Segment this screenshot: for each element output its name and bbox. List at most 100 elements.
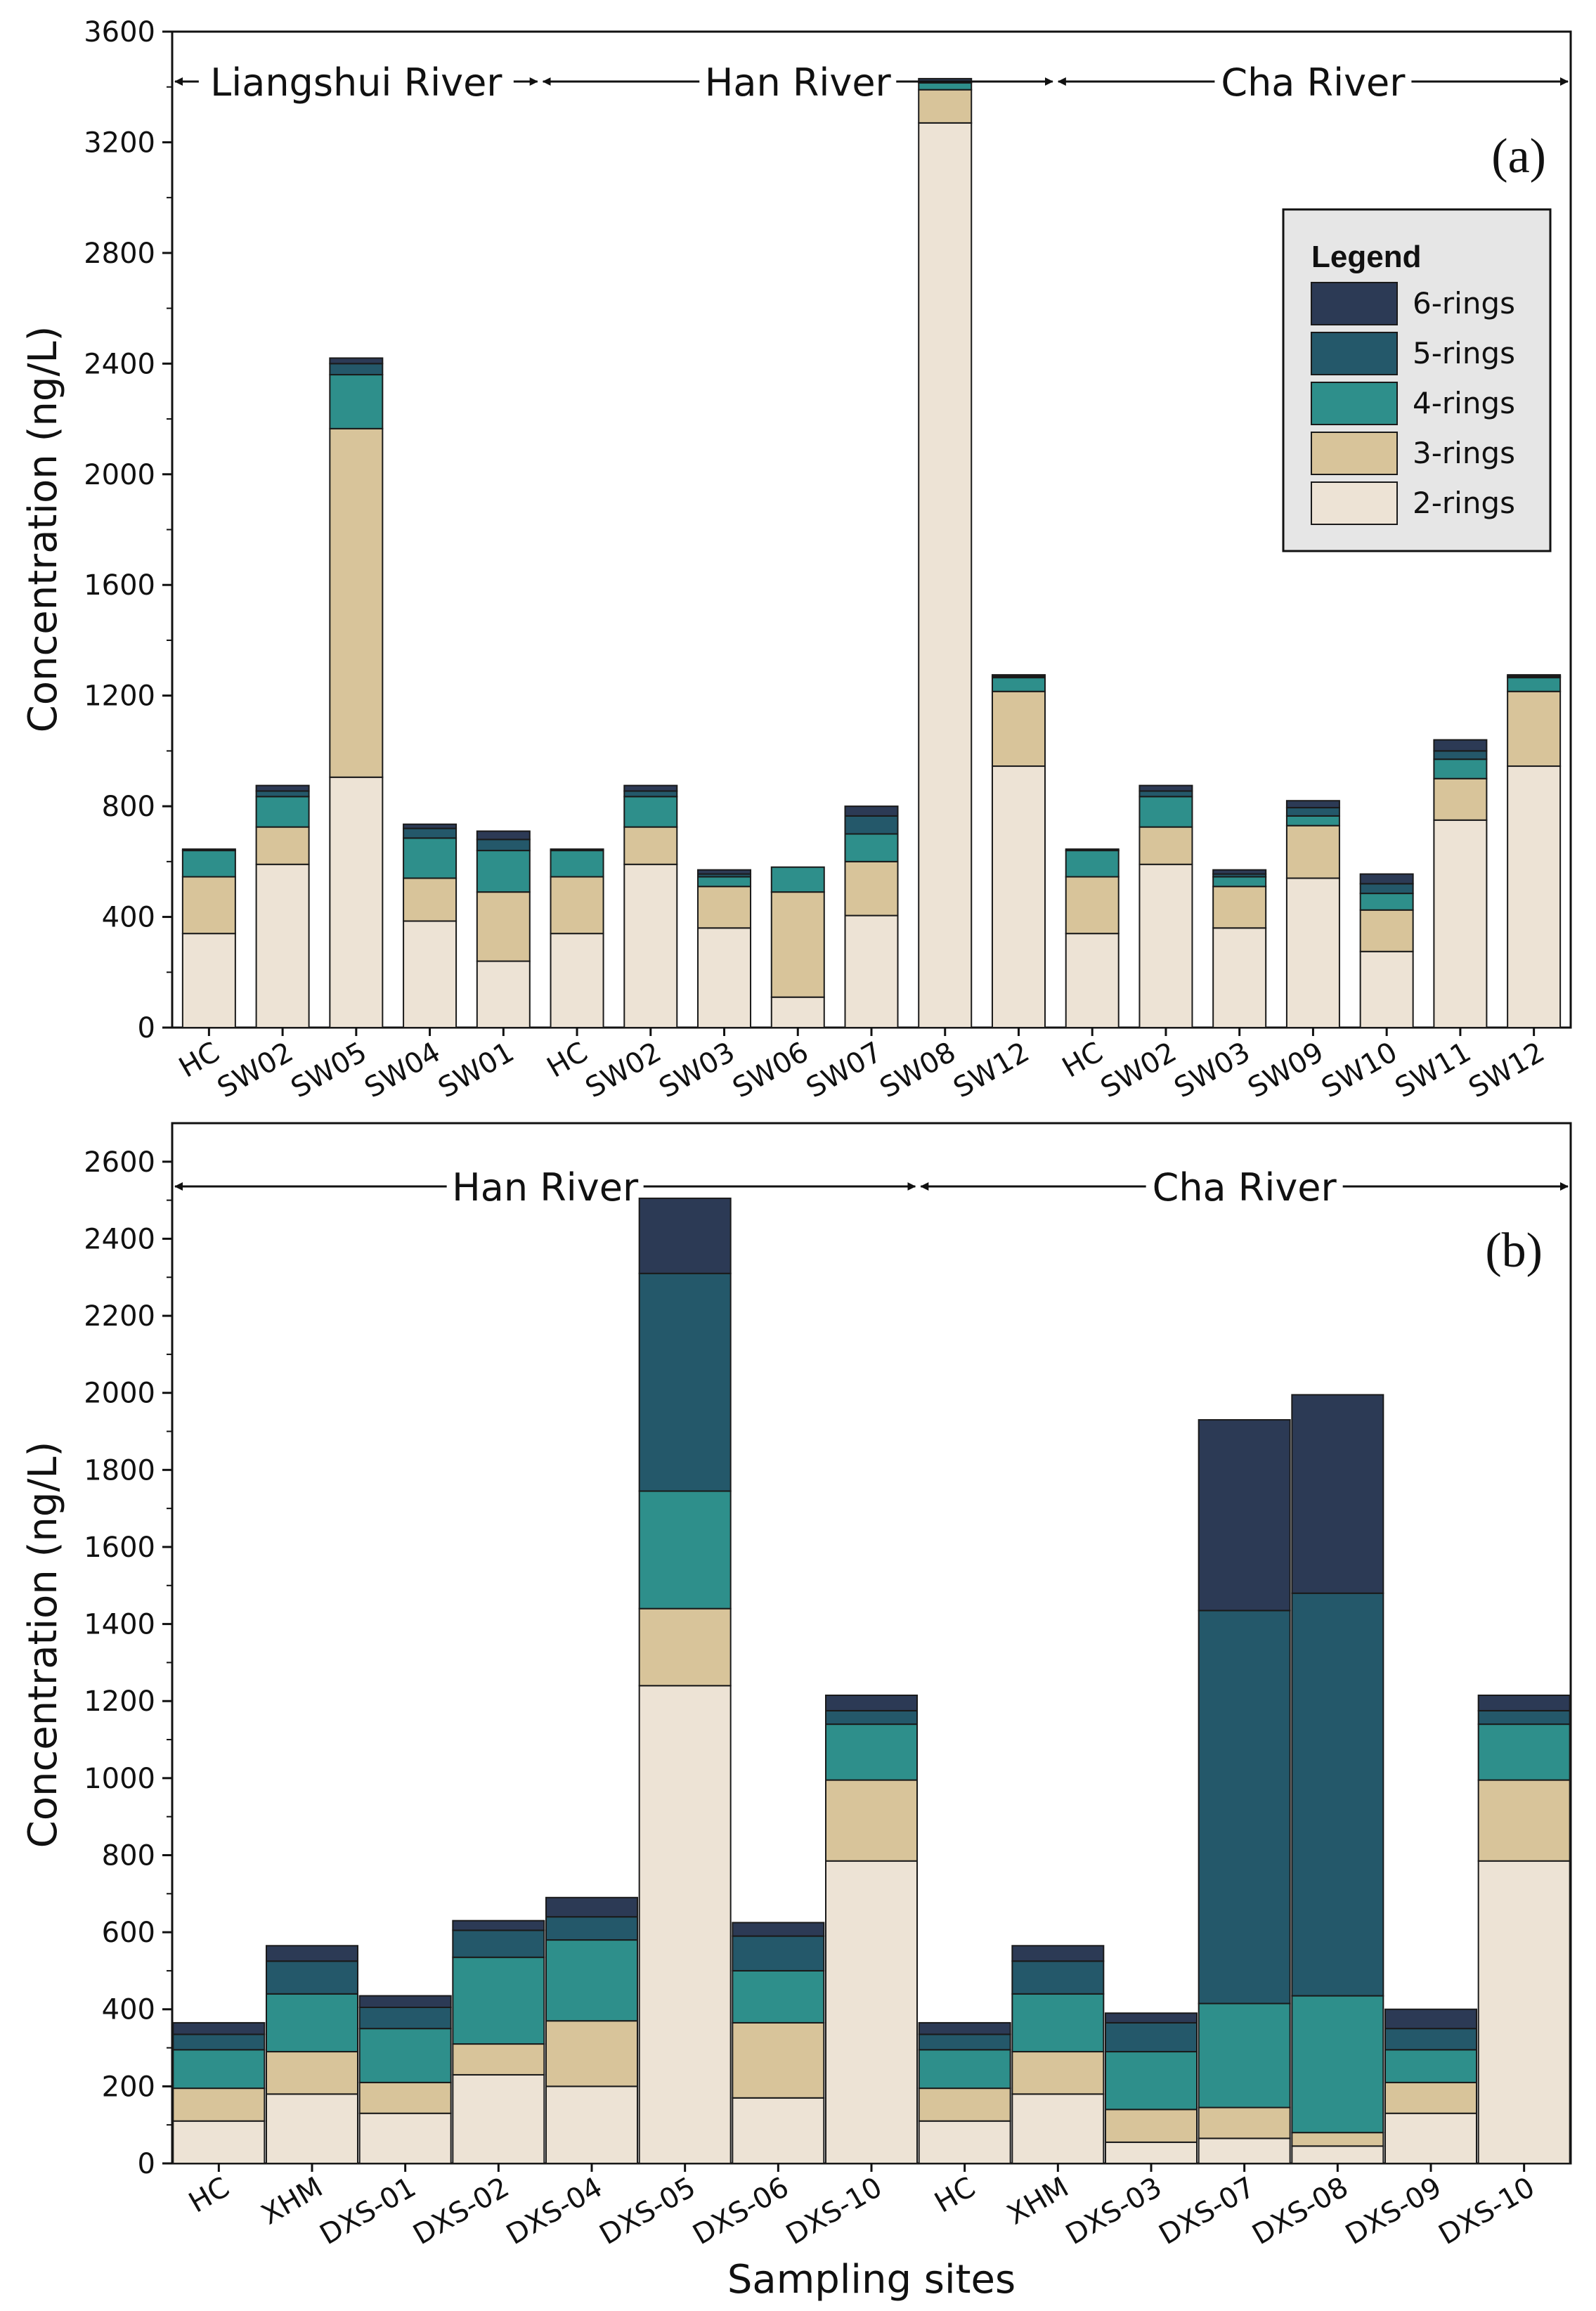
y-tick-label: 2400: [84, 1223, 155, 1255]
bar-segment-5-rings-sw10: [1359, 883, 1414, 895]
x-tick-label: HC: [929, 2171, 980, 2220]
bar-segment-3-rings-xhm: [266, 2051, 358, 2095]
river-label: Han River: [452, 1165, 639, 1210]
y-tick-label: 2000: [84, 1378, 155, 1410]
y-tick-label: 2400: [84, 348, 155, 380]
bar-segment-6-rings-sw02: [623, 784, 678, 792]
bar-segment-6-rings-dxs-09: [1384, 2008, 1477, 2030]
bar-segment-3-rings-sw05: [329, 427, 384, 778]
bar-segment-4-rings-sw12: [991, 677, 1046, 692]
y-tick-label: 800: [102, 791, 155, 823]
x-tick-label: SW04: [359, 1036, 446, 1105]
bar-segment-6-rings-hc: [550, 848, 604, 852]
bar-segment-2-rings-sw12: [991, 765, 1046, 1028]
bar-segment-4-rings-sw11: [1433, 758, 1488, 779]
bar-segment-6-rings-dxs-10: [825, 1695, 918, 1711]
x-tick-label: SW05: [286, 1036, 372, 1105]
bar-segment-5-rings-sw02: [623, 790, 678, 798]
y-tick-label: 0: [138, 2148, 155, 2180]
y-tick-label: 2000: [84, 459, 155, 491]
bar-segment-2-rings-xhm: [1011, 2093, 1105, 2164]
x-tick-label: SW12: [948, 1036, 1034, 1105]
legend-swatch-6-rings: [1311, 282, 1398, 325]
bar-segment-6-rings-hc: [172, 2021, 266, 2035]
bar-segment-4-rings-sw10: [1359, 893, 1414, 911]
bar-segment-2-rings-sw03: [697, 927, 752, 1029]
legend-swatch-4-rings: [1311, 382, 1398, 425]
bar-segment-6-rings-sw11: [1433, 739, 1488, 752]
y-axis-title: Concentration (ng/L): [20, 326, 66, 733]
bar-segment-2-rings-sw02: [623, 863, 678, 1028]
bar-segment-3-rings-sw03: [1212, 886, 1267, 929]
bar-segment-6-rings-sw04: [403, 823, 458, 829]
bar-segment-6-rings-sw03: [1212, 869, 1267, 875]
x-tick-label: SW03: [654, 1036, 740, 1105]
x-tick-label: SW02: [580, 1036, 666, 1105]
bar-segment-5-rings-sw07: [844, 815, 899, 835]
bar-segment-2-rings-sw12: [1507, 765, 1562, 1028]
x-tick-label: SW08: [874, 1036, 961, 1105]
bar-segment-3-rings-dxs-02: [452, 2043, 545, 2076]
chart-panel-a: 0 400 800 1200 1600 2000 2400 2800 3200 3600 Conce…: [20, 16, 1572, 1105]
bar-segment-3-rings-sw06: [770, 891, 825, 998]
x-tick-label: SW01: [433, 1036, 519, 1105]
bar-segment-4-rings-sw06: [770, 866, 825, 893]
bar-segment-2-rings-sw05: [329, 776, 384, 1029]
x-axis-title: Sampling sites: [727, 2257, 1016, 2303]
bar-segment-6-rings-sw09: [1285, 800, 1340, 809]
bar-segment-3-rings-sw02: [1138, 826, 1193, 865]
bar-segment-2-rings-hc: [550, 933, 604, 1029]
bar-segment-3-rings-dxs-09: [1384, 2081, 1477, 2114]
bar-segment-5-rings-dxs-03: [1105, 2021, 1198, 2053]
legend-title: Legend: [1311, 240, 1421, 274]
river-label: Cha River: [1153, 1165, 1337, 1210]
bar-segment-6-rings-hc: [918, 2021, 1011, 2035]
bar-segment-5-rings-dxs-09: [1384, 2028, 1477, 2051]
bar-segment-4-rings-hc: [181, 850, 236, 878]
bar-segment-3-rings-dxs-10: [1477, 1779, 1571, 1862]
bar-segment-2-rings-sw10: [1359, 950, 1414, 1029]
bar-segment-6-rings-xhm: [266, 1945, 358, 1962]
y-tick-label: 1200: [84, 680, 155, 713]
bar-segment-6-rings-dxs-03: [1105, 2012, 1198, 2024]
y-tick-label: 3600: [84, 16, 155, 48]
bar-segment-2-rings-dxs-09: [1384, 2112, 1477, 2164]
bar-segment-2-rings-dxs-05: [638, 1685, 732, 2165]
bar-segment-2-rings-sw08: [918, 122, 973, 1028]
x-tick-label: SW02: [212, 1036, 299, 1105]
panel-label: (a): [1491, 129, 1546, 183]
bar-segment-3-rings-sw07: [844, 860, 899, 917]
bar-segment-3-rings-sw03: [697, 886, 752, 929]
y-tick-label: 1200: [84, 1685, 155, 1718]
x-tick-label: DXS-10: [781, 2171, 888, 2251]
bar-segment-6-rings-sw05: [329, 357, 384, 365]
bar-segment-3-rings-dxs-07: [1198, 2106, 1291, 2140]
bar-segment-4-rings-sw02: [1138, 796, 1193, 828]
bar-segment-4-rings-sw03: [697, 876, 752, 888]
bar-segment-3-rings-dxs-08: [1291, 2132, 1384, 2147]
bar-segment-3-rings-hc: [550, 876, 604, 935]
bar-segment-3-rings-sw12: [991, 690, 1046, 768]
y-tick-label: 400: [102, 902, 155, 934]
bar-segment-3-rings-dxs-06: [732, 2021, 825, 2099]
bar-segment-6-rings-sw03: [697, 869, 752, 875]
bar-segment-3-rings-dxs-10: [825, 1779, 918, 1862]
legend-swatch-2-rings: [1311, 481, 1398, 525]
bar-segment-3-rings-sw08: [918, 89, 973, 124]
legend-item-label: 3-rings: [1413, 436, 1515, 470]
chart-panel-b: 0 200 400 600 800 1000 1200 1400 1600 1800 2000 220…: [20, 1122, 1572, 2303]
bar-segment-4-rings-dxs-07: [1198, 2002, 1291, 2109]
bar-segment-2-rings-dxs-03: [1105, 2141, 1198, 2164]
bar-segment-4-rings-dxs-01: [358, 2028, 452, 2083]
bar-segment-2-rings-sw07: [844, 914, 899, 1029]
bar-segment-2-rings-sw01: [476, 960, 531, 1028]
bar-segment-4-rings-dxs-10: [825, 1723, 918, 1781]
y-tick-label: 800: [102, 1839, 155, 1872]
x-tick-label: SW03: [1169, 1036, 1255, 1105]
x-tick-label: SW11: [1390, 1036, 1477, 1105]
bar-segment-4-rings-sw01: [476, 850, 531, 893]
bar-segment-3-rings-hc: [1065, 876, 1120, 935]
y-tick-label: 2800: [84, 238, 155, 270]
bar-segment-6-rings-dxs-05: [638, 1197, 732, 1274]
x-tick-label: SW09: [1243, 1036, 1329, 1105]
